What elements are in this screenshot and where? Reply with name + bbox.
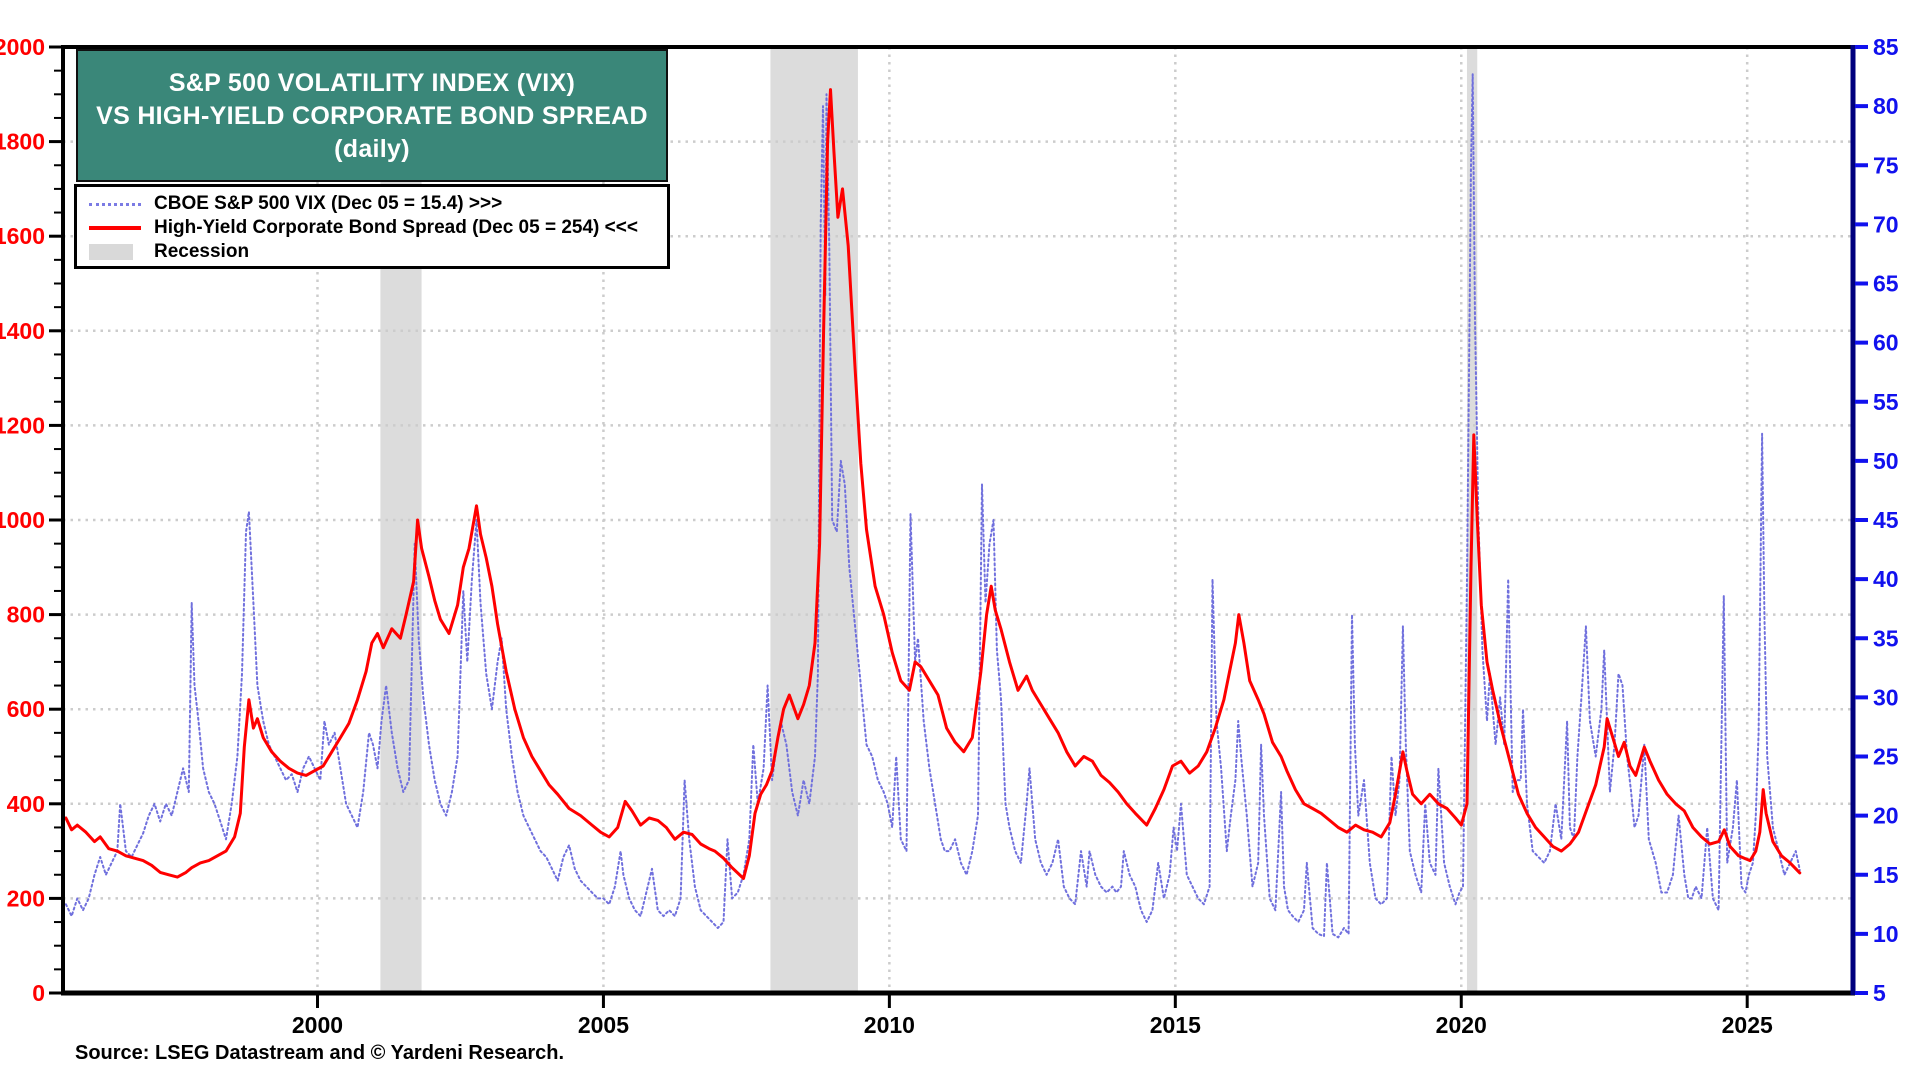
- legend-item-spread: High-Yield Corporate Bond Spread (Dec 05…: [89, 216, 667, 240]
- y-right-tick-label: 65: [1873, 271, 1899, 297]
- y-right-tick-label: 85: [1873, 34, 1899, 60]
- y-left-tick-label: 1600: [0, 223, 45, 249]
- chart-title-line3: (daily): [334, 134, 410, 163]
- y-right-tick-label: 25: [1873, 744, 1899, 770]
- y-right-tick-label: 75: [1873, 152, 1899, 178]
- spread-solid-line-swatch: [89, 226, 141, 230]
- y-left-tick-label: 1200: [0, 412, 45, 438]
- y-left-tick-label: 200: [7, 885, 45, 911]
- x-tick-label: 2015: [1150, 1012, 1201, 1038]
- x-tick-label: 2000: [292, 1012, 343, 1038]
- y-right-tick-label: 50: [1873, 448, 1899, 474]
- x-tick-label: 2005: [578, 1012, 629, 1038]
- chart-title-line1: S&P 500 VOLATILITY INDEX (VIX): [168, 68, 576, 97]
- y-right-tick-label: 60: [1873, 330, 1899, 356]
- x-tick-label: 2010: [864, 1012, 915, 1038]
- y-right-tick-label: 55: [1873, 389, 1899, 415]
- source-attribution: Source: LSEG Datastream and © Yardeni Re…: [75, 1042, 565, 1064]
- y-right-tick-label: 45: [1873, 507, 1899, 533]
- y-right-tick-label: 35: [1873, 625, 1899, 651]
- vix-series-line: [64, 73, 1801, 939]
- y-right-tick-label: 40: [1873, 566, 1899, 592]
- y-right-tick-label: 10: [1873, 921, 1899, 947]
- legend-label-spread: High-Yield Corporate Bond Spread (Dec 05…: [154, 217, 638, 238]
- x-tick-label: 2025: [1722, 1012, 1773, 1038]
- y-left-tick-label: 600: [7, 696, 45, 722]
- y-left-tick-label: 2000: [0, 34, 45, 60]
- recession-box-swatch: [89, 244, 133, 260]
- y-left-tick-label: 1400: [0, 318, 45, 344]
- y-left-tick-label: 1800: [0, 129, 45, 155]
- legend-label-recession: Recession: [154, 241, 250, 262]
- y-right-tick-label: 80: [1873, 93, 1899, 119]
- y-right-tick-label: 20: [1873, 803, 1899, 829]
- chart-title-box: S&P 500 VOLATILITY INDEX (VIX) VS HIGH-Y…: [76, 49, 668, 182]
- legend-item-vix: CBOE S&P 500 VIX (Dec 05 = 15.4) >>>: [89, 192, 667, 216]
- y-left-tick-label: 800: [7, 602, 45, 628]
- x-tick-label: 2020: [1436, 1012, 1487, 1038]
- legend-item-recession: Recession: [89, 240, 667, 264]
- chart-title-line2: VS HIGH-YIELD CORPORATE BOND SPREAD: [96, 101, 648, 130]
- y-left-tick-label: 0: [32, 980, 45, 1006]
- y-left-tick-label: 1000: [0, 507, 45, 533]
- legend-label-vix: CBOE S&P 500 VIX (Dec 05 = 15.4) >>>: [154, 193, 503, 214]
- y-left-tick-label: 400: [7, 791, 45, 817]
- y-right-tick-label: 30: [1873, 684, 1899, 710]
- hy-spread-series-line: [64, 88, 1802, 880]
- y-right-tick-label: 70: [1873, 211, 1899, 237]
- chart-legend: CBOE S&P 500 VIX (Dec 05 = 15.4) >>> Hig…: [74, 184, 670, 269]
- vix-dotted-line-swatch: [89, 202, 141, 206]
- y-right-tick-label: 15: [1873, 862, 1899, 888]
- y-right-tick-label: 5: [1873, 980, 1886, 1006]
